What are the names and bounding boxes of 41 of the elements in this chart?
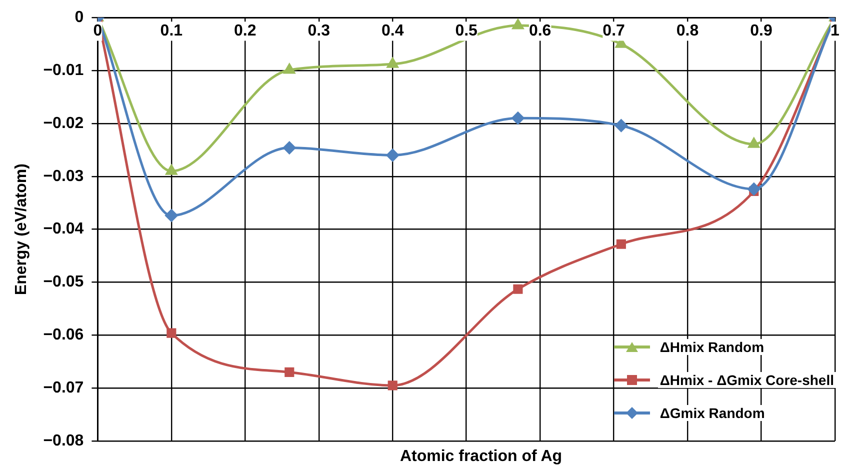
x-tick-label: 0 (93, 22, 102, 40)
point (512, 19, 524, 30)
point (284, 64, 295, 74)
y-axis-title: Energy (eV/atom) (13, 164, 30, 296)
point (513, 284, 523, 294)
point (387, 58, 398, 68)
y-tick-label: −0.07 (43, 379, 84, 396)
point (748, 138, 760, 148)
x-tick-label: 0.9 (750, 22, 772, 40)
y-tick-label: 0 (74, 9, 84, 26)
point (166, 164, 177, 175)
point (388, 380, 398, 390)
point (616, 239, 626, 249)
x-tick-label: 0.5 (455, 22, 478, 40)
x-tick-label: 0.3 (308, 22, 330, 40)
y-tick-label: −0.02 (43, 114, 84, 132)
point (614, 119, 628, 132)
legend-label: ΔHmix Random (658, 338, 766, 354)
x-axis-title: Atomic fraction of Ag (398, 448, 564, 466)
x-tick-label: 0.4 (381, 22, 404, 40)
point (166, 328, 176, 338)
point (512, 112, 524, 124)
x-tick-label: 1 (830, 22, 840, 40)
y-tick-label: −0.04 (43, 220, 84, 238)
x-tick-label: 0.7 (602, 22, 626, 40)
y-tick-label: −0.06 (43, 326, 84, 344)
point (284, 367, 294, 377)
legend-label: ΔHmix - ΔGmix Core-shell (658, 372, 836, 388)
x-tick-label: 0.1 (160, 22, 183, 40)
point (748, 182, 760, 196)
y-tick-label: −0.01 (43, 62, 84, 79)
y-tick-label: −0.05 (43, 274, 84, 291)
x-tick-label: 0.6 (528, 22, 552, 40)
point (283, 142, 296, 154)
y-tick-label: −0.03 (43, 168, 84, 185)
point (386, 148, 399, 162)
x-tick-label: 0.8 (676, 22, 699, 40)
point (165, 209, 178, 222)
y-tick-label: −0.08 (43, 432, 84, 450)
legend-label: ΔGmix Random (658, 404, 767, 420)
x-tick-label: 0.2 (234, 22, 256, 40)
